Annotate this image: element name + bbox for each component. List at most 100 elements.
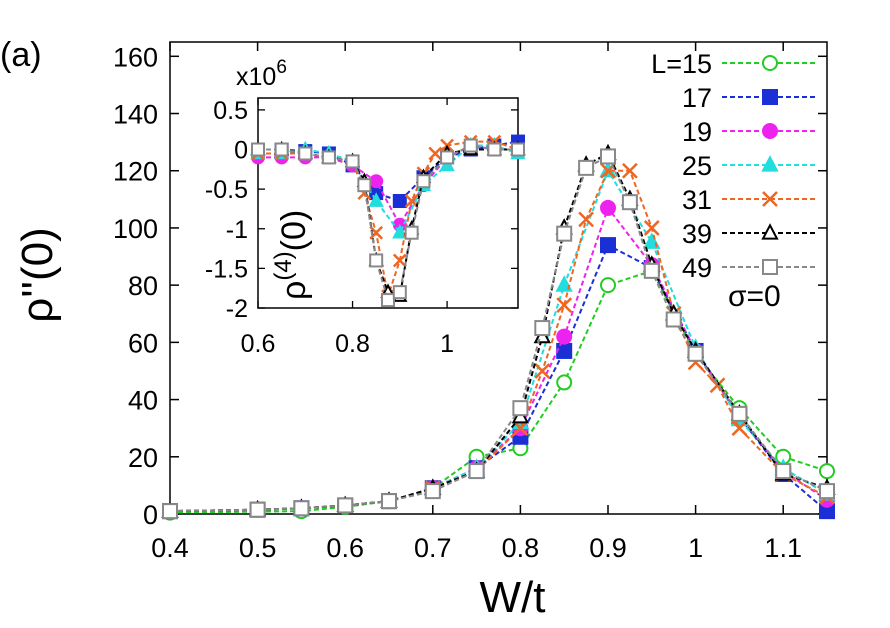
data-point <box>578 159 595 176</box>
legend: L=15 17 19 25 31 39 49 σ=0 <box>651 49 818 313</box>
data-point <box>556 342 573 359</box>
legend-marker <box>762 123 778 139</box>
data-point <box>424 483 441 500</box>
inset-data-point <box>251 142 265 157</box>
inset-y-axis-label-order: (4) <box>270 251 297 280</box>
data-point <box>249 501 266 518</box>
inset-x-tick-label: 0.6 <box>241 330 276 358</box>
inset-data-point <box>511 142 525 157</box>
legend-label: L=15 <box>651 49 712 79</box>
inset-frame <box>257 97 519 309</box>
legend-label: 17 <box>682 83 712 113</box>
inset-data-point <box>369 174 384 189</box>
inset-data-point <box>381 293 395 308</box>
data-point <box>731 420 748 437</box>
legend-label: 49 <box>682 253 712 283</box>
inset-data-point <box>369 225 384 240</box>
legend-marker <box>761 223 779 240</box>
data-point <box>337 497 354 514</box>
inset-y-tick-label: -1 <box>226 216 248 244</box>
inset-data-point <box>487 142 502 157</box>
inset-data-point <box>416 174 431 189</box>
data-point <box>643 262 660 279</box>
inset-data-point <box>345 154 360 169</box>
y-tick-label: 20 <box>128 443 158 473</box>
data-point <box>512 420 529 437</box>
inset-multiplier: x106 <box>236 57 287 91</box>
inset-axes: 0.5 0 -0.5 -1 -1.5 -2 0.6 0.8 1 x106 <box>205 57 519 358</box>
data-point <box>293 500 310 517</box>
x-axis-label: W/t <box>480 573 546 622</box>
x-tick-label: 0.4 <box>151 533 189 563</box>
data-point <box>534 320 551 337</box>
inset-y-axis-label-arg: (0) <box>275 210 313 252</box>
data-point <box>556 225 573 242</box>
inset-y-axis-label: ρ(4)(0) <box>270 210 313 300</box>
series-line <box>169 269 828 514</box>
data-point <box>600 277 616 294</box>
x-tick-label: 0.8 <box>502 533 540 563</box>
y-tick-label: 160 <box>113 42 158 72</box>
legend-marker <box>762 259 778 275</box>
inset-data-point <box>392 223 408 239</box>
x-tick-label: 0.6 <box>326 533 364 563</box>
data-point <box>556 328 573 345</box>
x-tick-label: 1.1 <box>764 533 802 563</box>
data-point <box>731 405 748 422</box>
y-tick-label: 120 <box>113 157 158 187</box>
legend-label: 39 <box>682 219 712 249</box>
inset-data-point <box>368 192 384 207</box>
inset-y-tick-label: -1.5 <box>205 255 248 283</box>
inset-data-point <box>404 194 419 208</box>
inset-y-tick-label: 0.5 <box>213 97 248 125</box>
y-tick-label: 60 <box>128 328 158 358</box>
inset-data-point <box>298 146 313 161</box>
inset-data-point <box>321 150 336 165</box>
data-point <box>665 311 682 328</box>
inset-data-point <box>440 150 455 165</box>
data-point <box>819 463 835 480</box>
data-point <box>643 220 660 236</box>
inset-plot-area: ρ(4)(0) <box>250 134 526 308</box>
legend-label: 31 <box>682 185 712 215</box>
data-point <box>556 374 573 391</box>
inset-data-point <box>392 285 407 300</box>
inset-y-tick-label: -2 <box>226 295 248 323</box>
x-tick-label: 0.5 <box>239 533 277 563</box>
y-tick-label: 80 <box>128 271 158 301</box>
data-point <box>622 162 638 179</box>
legend-marker <box>761 155 779 172</box>
y-tick-label: 0 <box>143 500 158 530</box>
inset-data-point <box>439 156 455 172</box>
inset-data-point <box>274 142 289 157</box>
inset-data-point <box>463 138 478 153</box>
data-point <box>600 148 616 165</box>
legend-marker <box>762 89 778 105</box>
inset-series-line <box>258 144 518 302</box>
legend-label: 25 <box>682 151 712 181</box>
plot-frame <box>169 41 828 515</box>
legend-sigma-note: σ=0 <box>728 280 781 313</box>
y-tick-label: 100 <box>113 214 158 244</box>
legend-marker <box>762 55 778 71</box>
inset-data-point <box>428 146 443 161</box>
data-point <box>578 211 594 228</box>
data-point <box>775 463 792 480</box>
data-point <box>600 237 616 254</box>
inset-data-point <box>369 253 384 268</box>
data-point <box>468 463 485 480</box>
data-point <box>381 493 397 510</box>
inset-data-point <box>392 194 407 209</box>
inset-y-axis-label-rho: ρ <box>275 281 313 300</box>
inset-y-tick-label: 0 <box>234 137 248 165</box>
inset-data-point <box>404 225 419 240</box>
inset-data-point <box>357 178 372 193</box>
y-axis-label: ρ''(0) <box>13 227 62 323</box>
legend-marker <box>762 191 778 207</box>
inset-y-tick-label: -0.5 <box>205 176 248 204</box>
y-tick-label: 140 <box>113 100 158 130</box>
inset-data-point <box>392 253 407 268</box>
